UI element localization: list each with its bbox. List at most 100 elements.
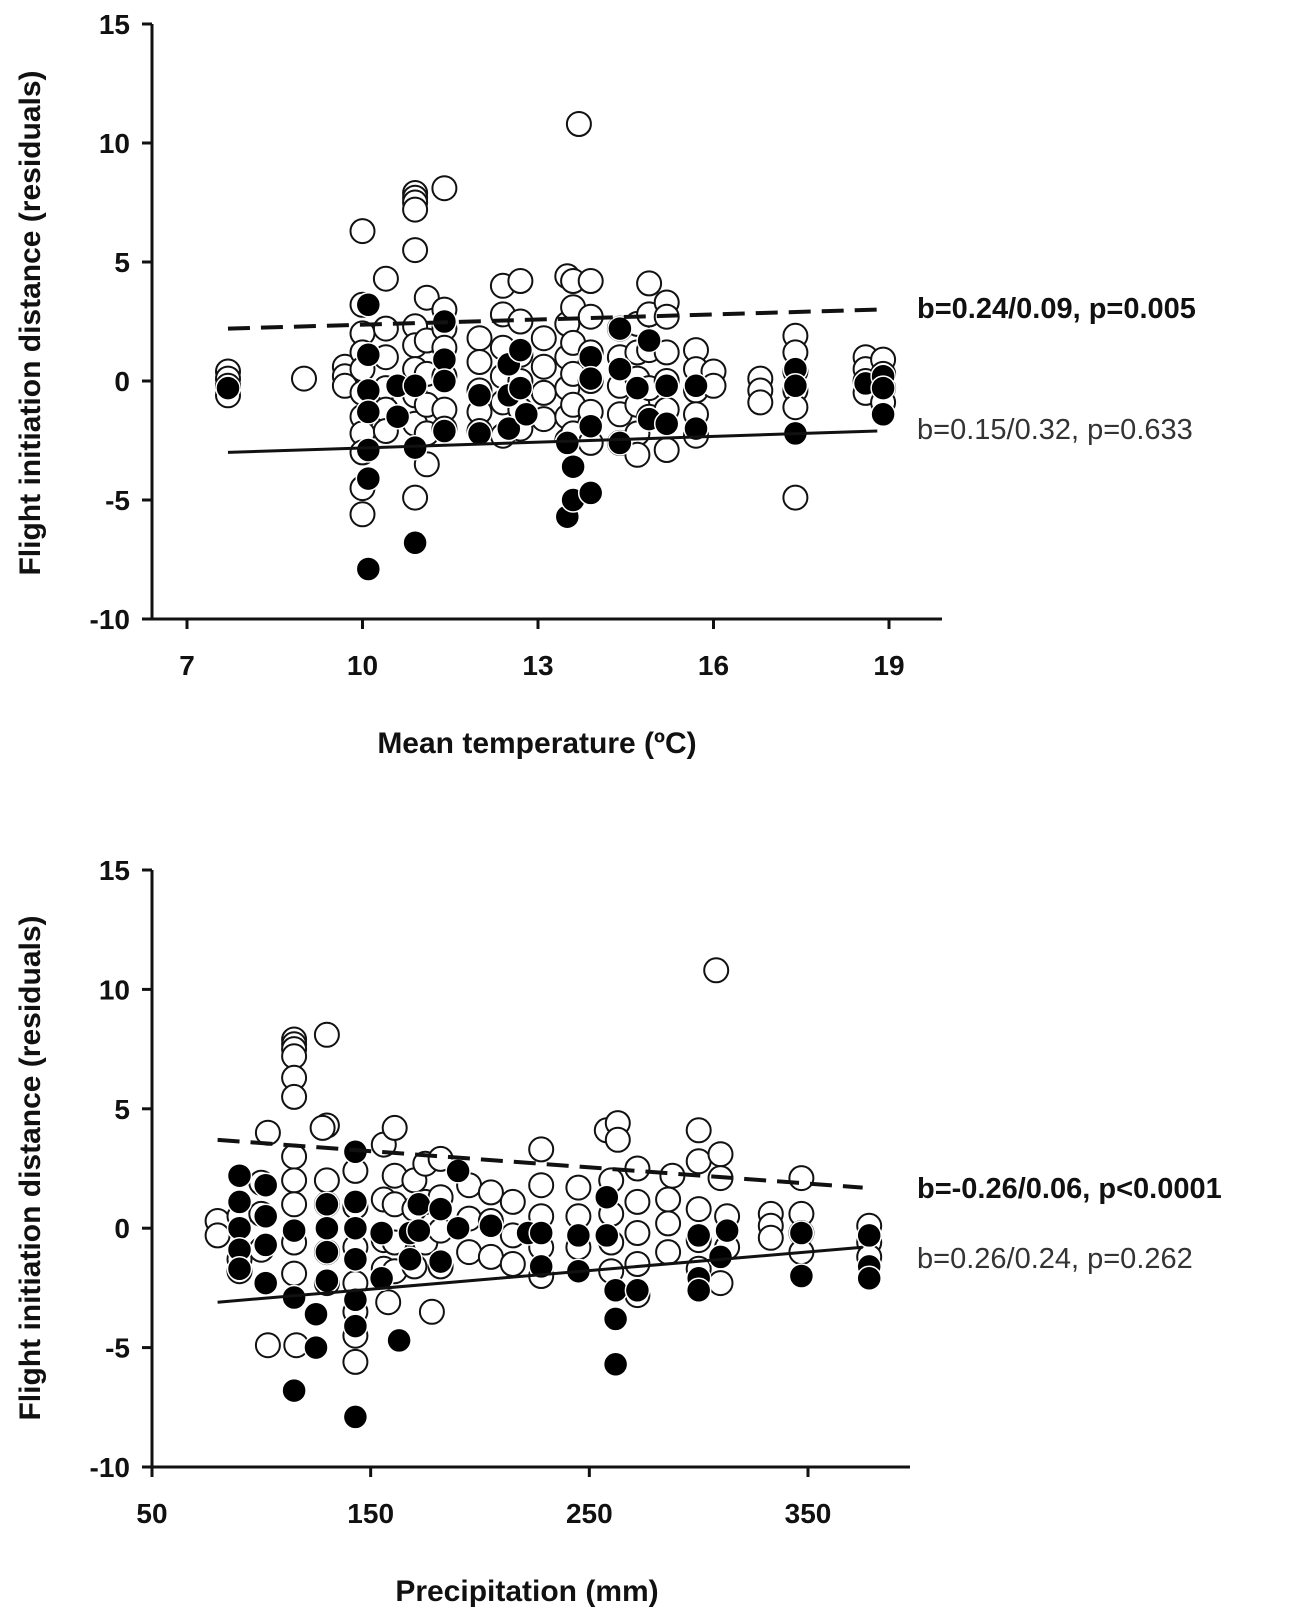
y-ticks: -10 -5 0 5 10 15 (90, 855, 152, 1483)
open-point (281, 1083, 308, 1110)
filled-point (252, 1203, 279, 1230)
y-tick-label: -10 (90, 604, 130, 635)
filled-point (355, 292, 382, 318)
solid-fit-stat: b=0.26/0.24, p=0.262 (917, 1243, 1193, 1275)
open-point (685, 1196, 712, 1223)
filled-point (342, 1404, 369, 1430)
filled-point (683, 373, 709, 399)
y-axis-title: Flight initiation distance (residuals) (14, 70, 47, 575)
open-point (281, 1260, 308, 1287)
filled-point (368, 1220, 395, 1246)
filled-point (386, 1327, 412, 1354)
open-point (402, 484, 429, 511)
filled-point (577, 365, 604, 392)
filled-point (607, 315, 633, 342)
open-point (381, 1114, 408, 1141)
filled-point (478, 1213, 504, 1239)
filled-point (355, 399, 382, 425)
x-tick-label: 16 (698, 650, 729, 681)
filled-point (624, 375, 651, 401)
open-point (655, 1186, 682, 1213)
filled-point (427, 1248, 454, 1275)
filled-point (342, 1246, 369, 1272)
filled-point (565, 1222, 592, 1249)
open-point (624, 1220, 651, 1246)
filled-point (226, 1215, 253, 1241)
filled-point (402, 373, 428, 399)
x-ticks: 50 150 250 350 (136, 1467, 831, 1529)
filled-point (314, 1267, 340, 1294)
open-point (788, 1165, 815, 1192)
open-point (528, 1172, 555, 1199)
filled-point (314, 1239, 340, 1265)
open-point (530, 353, 557, 380)
solid-fit-stat: b=0.15/0.32, p=0.633 (917, 414, 1193, 446)
filled-point (402, 530, 428, 556)
open-point (477, 1243, 504, 1270)
filled-point (466, 382, 493, 409)
solid-fit-line-temperature (227, 429, 878, 454)
y-tick-label: -5 (105, 485, 130, 516)
dashed-fit-line-temperature (227, 307, 878, 331)
open-point (349, 218, 376, 245)
filled-point (355, 437, 382, 463)
open-point (703, 957, 730, 984)
y-axis-title: Flight initiation distance (residuals) (14, 915, 47, 1420)
open-point (604, 1126, 631, 1153)
y-tick-label: 10 (99, 974, 130, 1005)
open-point (565, 1174, 592, 1201)
filled-point (342, 1287, 369, 1313)
precipitation-panel: -10 -5 0 5 10 15 50 150 250 350 Precipitation (m… (14, 855, 1222, 1608)
open-point (477, 1179, 504, 1206)
filled-point (431, 368, 458, 394)
open-point (707, 1270, 734, 1297)
filled-point (870, 401, 896, 428)
filled-points-precipitation (226, 1139, 882, 1430)
filled-point (683, 415, 709, 442)
open-point (507, 268, 534, 294)
open-point (281, 1143, 308, 1170)
filled-point (445, 1215, 471, 1241)
filled-point (577, 344, 604, 370)
open-point (254, 1332, 281, 1359)
filled-point (355, 342, 382, 368)
open-point (747, 389, 774, 416)
filled-point (782, 373, 809, 399)
filled-point (788, 1220, 815, 1246)
dashed-fit-stat: b=0.24/0.09, p=0.005 (917, 293, 1196, 325)
filled-point (355, 465, 382, 492)
filled-point (226, 1256, 253, 1282)
filled-point (653, 411, 680, 437)
filled-point (714, 1217, 740, 1244)
y-tick-label: 0 (114, 1213, 130, 1244)
filled-point (607, 430, 633, 456)
filled-point (406, 1191, 432, 1218)
filled-point (445, 1158, 471, 1184)
open-point (653, 437, 680, 463)
y-tick-label: 15 (99, 9, 130, 40)
filled-point (594, 1184, 620, 1210)
filled-point (281, 1377, 307, 1404)
open-point (636, 270, 663, 297)
y-tick-label: 10 (99, 128, 130, 159)
open-point (782, 484, 809, 511)
open-point (372, 315, 399, 342)
filled-point (870, 375, 896, 401)
filled-point (342, 1189, 369, 1215)
open-point (375, 1289, 402, 1316)
open-point (281, 1043, 308, 1070)
filled-point (303, 1334, 329, 1361)
x-tick-label: 150 (347, 1498, 394, 1529)
filled-point (602, 1277, 629, 1304)
filled-point (513, 401, 540, 428)
filled-point (577, 413, 604, 439)
filled-point (466, 420, 493, 447)
open-point (499, 1251, 526, 1277)
filled-point (427, 1196, 454, 1222)
open-point (528, 1136, 555, 1163)
open-point (653, 339, 680, 366)
filled-point (252, 1172, 279, 1198)
open-point (291, 365, 317, 392)
filled-point (252, 1270, 279, 1296)
